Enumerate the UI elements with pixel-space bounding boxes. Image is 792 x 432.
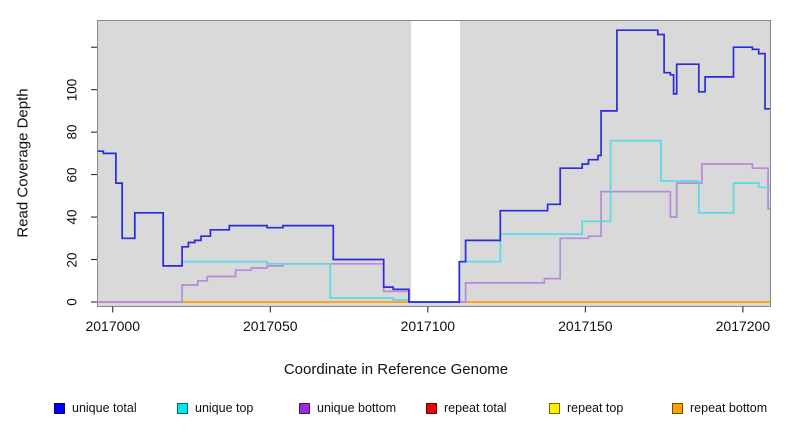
y-tick-label: 0: [64, 298, 80, 306]
y-tick-label: 40: [64, 209, 80, 225]
x-tick-label: 2017050: [243, 318, 298, 334]
repeat-bottom-swatch-icon: [672, 402, 683, 414]
legend-item-unique-total: unique total: [54, 400, 137, 416]
x-tick-label: 2017000: [85, 318, 140, 334]
unique-bottom-line: [97, 163, 770, 303]
x-tick-label: 2017200: [715, 318, 771, 334]
legend-item-label: repeat bottom: [690, 401, 768, 415]
unique-top-swatch-icon: [177, 402, 188, 414]
unique-total-swatch-icon: [54, 402, 65, 414]
legend-item-label: repeat total: [444, 401, 507, 415]
legend-item-repeat-bottom: repeat bottom: [672, 400, 767, 416]
unique-bottom-swatch-icon: [299, 402, 310, 414]
legend-item-unique-bottom: unique bottom: [299, 400, 396, 416]
x-axis-title: Coordinate in Reference Genome: [283, 361, 509, 378]
repeat-total-swatch-icon: [426, 402, 437, 414]
legend-item-repeat-top: repeat top: [549, 400, 623, 416]
x-tick-label: 2017100: [400, 318, 456, 334]
legend-item-unique-top: unique top: [177, 400, 253, 416]
unique-total-line: [97, 29, 770, 303]
legend-item-label: unique top: [195, 401, 254, 415]
plot-border: [97, 20, 771, 307]
y-tick-label: 60: [64, 167, 80, 183]
legend: unique total unique top unique bottom repea…: [0, 400, 792, 420]
y-tick-label: 100: [64, 78, 80, 101]
x-axis-title-row: Coordinate in Reference Genome: [0, 361, 792, 378]
repeat-top-swatch-icon: [549, 402, 560, 414]
y-axis-title: Read Coverage Depth: [14, 88, 32, 238]
legend-item-label: unique total: [72, 401, 137, 415]
y-tick-label: 20: [64, 252, 80, 268]
y-tick-label: 80: [64, 124, 80, 140]
legend-item-label: repeat top: [567, 401, 624, 415]
masked-region: [411, 20, 460, 303]
x-tick-label: 2017150: [558, 318, 613, 334]
legend-item-label: unique bottom: [317, 401, 397, 415]
legend-item-repeat-total: repeat total: [426, 400, 507, 416]
